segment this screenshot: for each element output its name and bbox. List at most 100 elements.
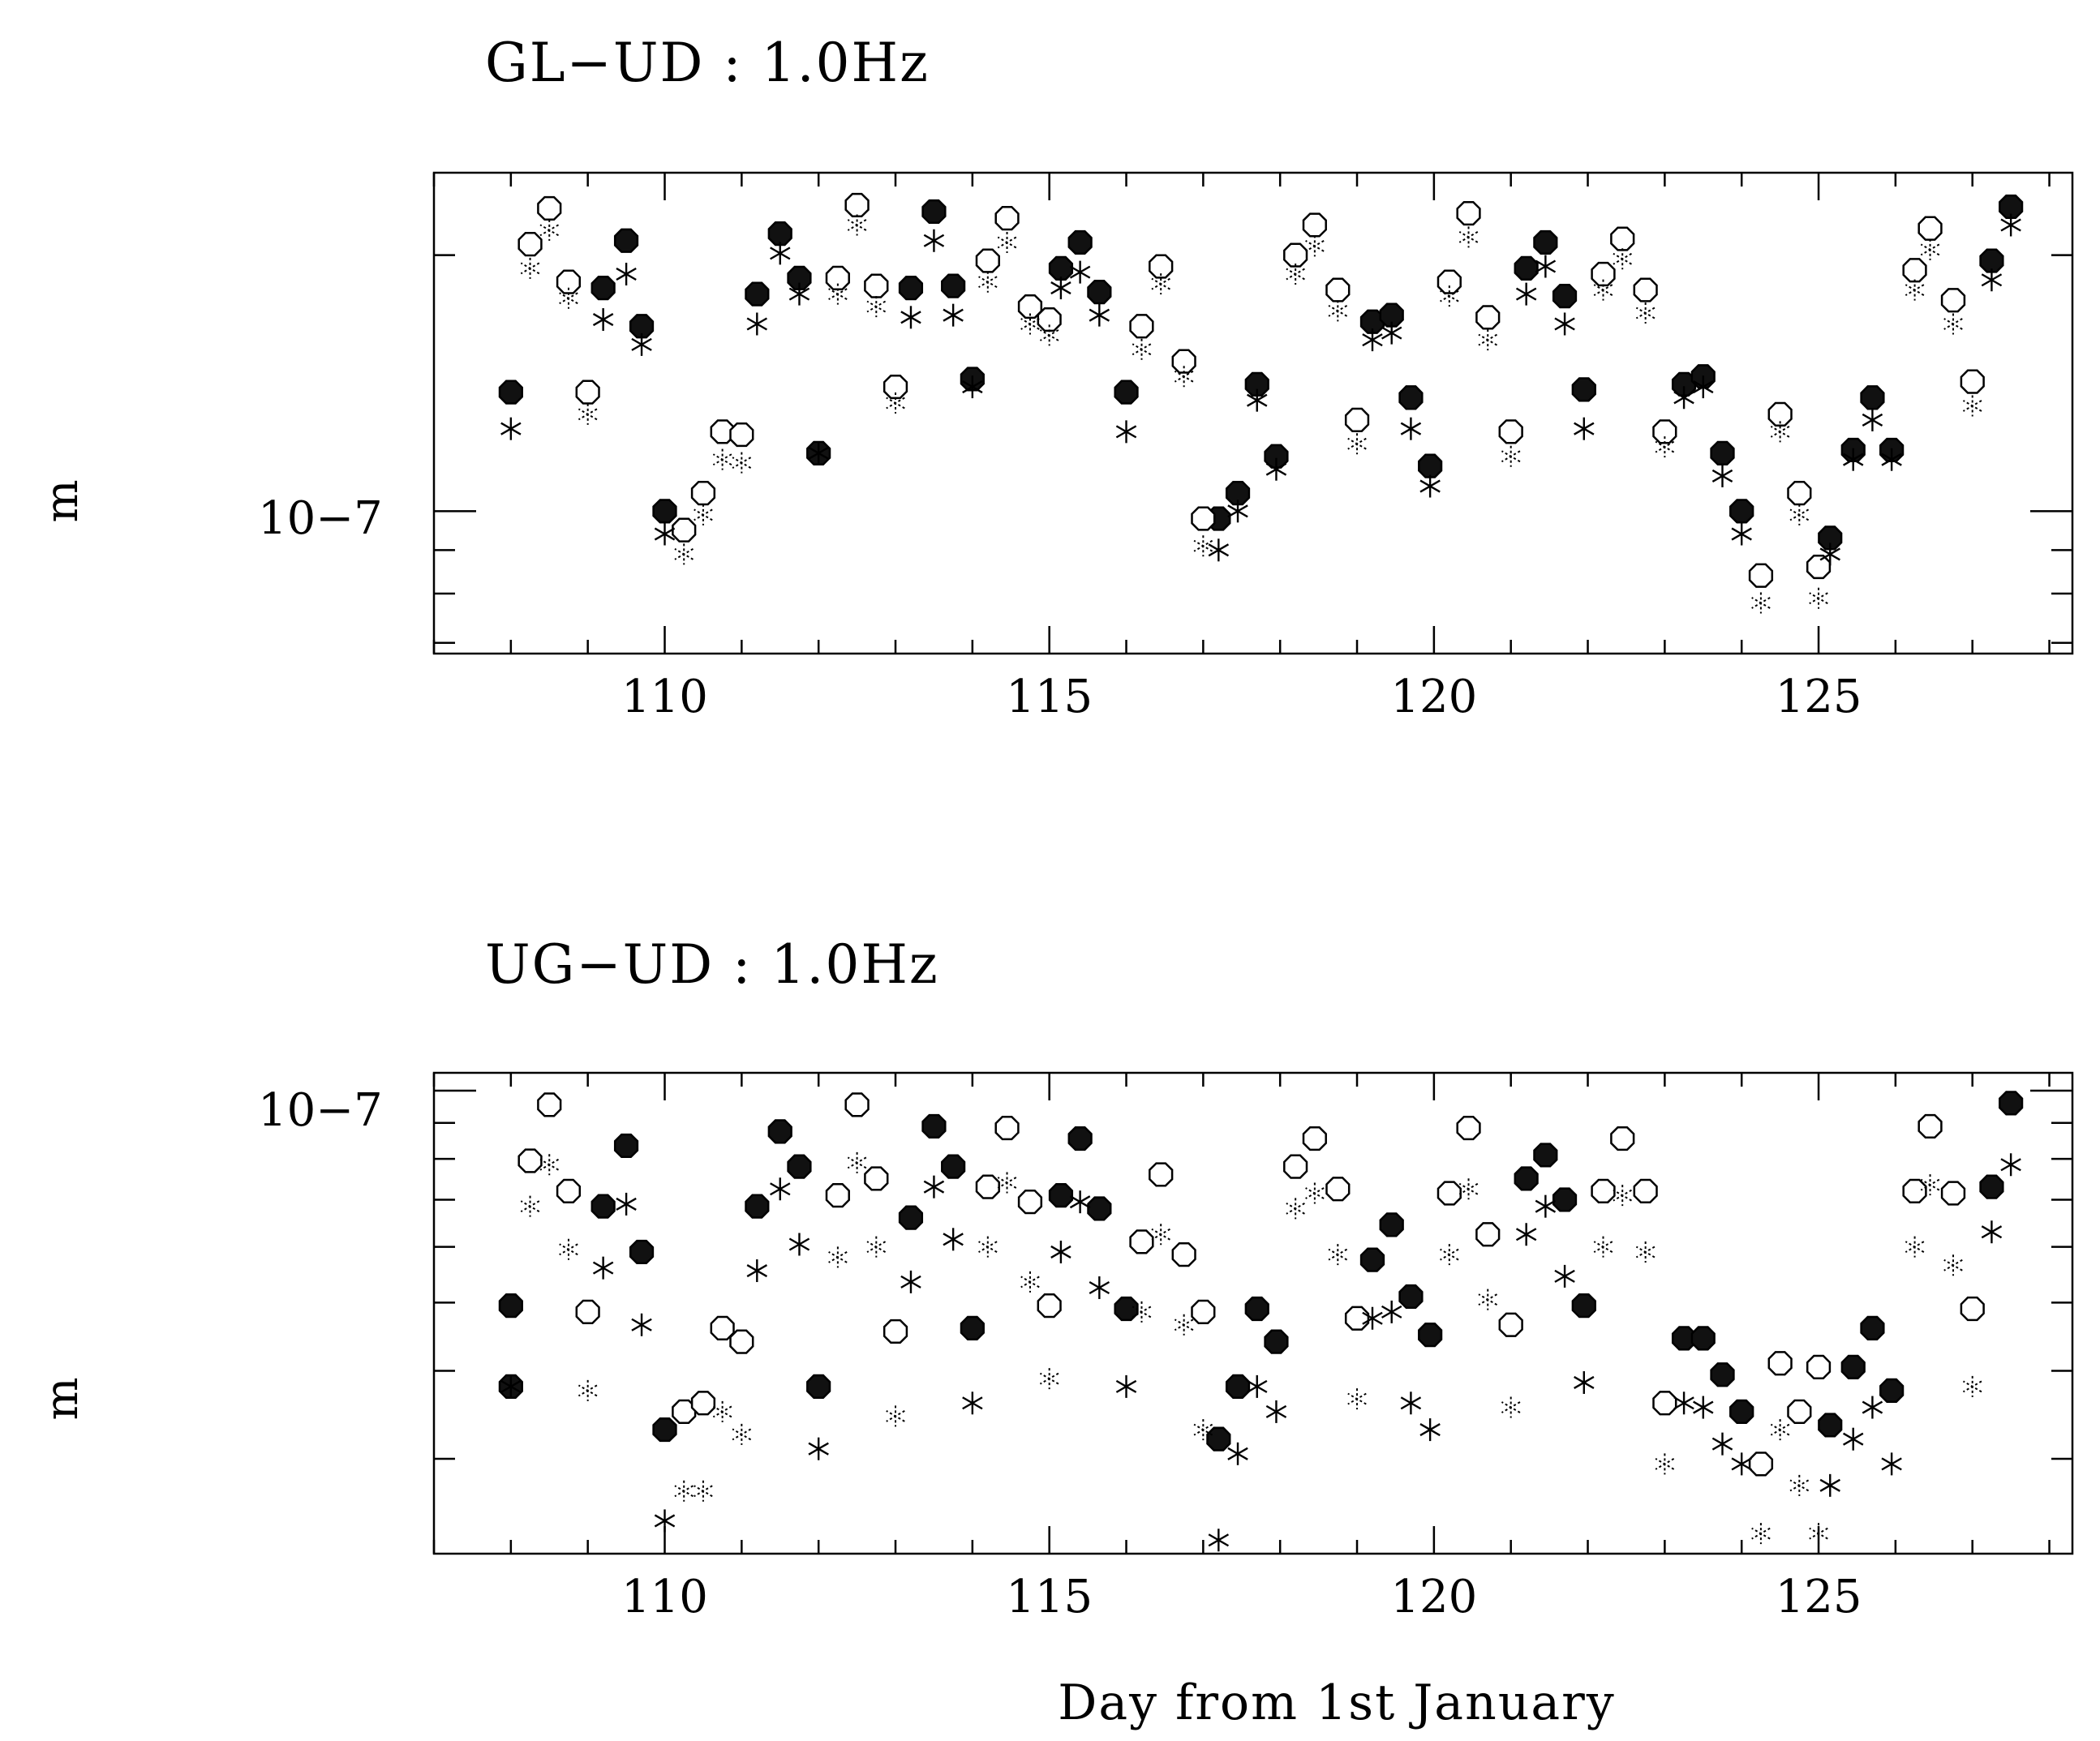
data-points <box>498 1091 2024 1552</box>
star-marker <box>788 1233 810 1256</box>
dotted-star-marker <box>1305 235 1325 257</box>
open-circle-marker <box>1456 1115 1481 1141</box>
star-marker <box>1381 1300 1402 1323</box>
x-tick-label: 115 <box>1006 671 1093 723</box>
dotted-star-marker <box>1751 592 1771 614</box>
star-marker <box>1535 255 1557 278</box>
dotted-star-marker <box>1905 279 1925 301</box>
dotted-star-marker <box>578 1379 598 1401</box>
filled-circle-marker <box>1048 1183 1074 1208</box>
panel-title: GL−UD : 1.0Hz <box>485 32 930 94</box>
star-marker <box>1227 1442 1248 1465</box>
star-marker <box>923 1175 945 1199</box>
open-circle-marker <box>1591 261 1616 287</box>
open-circle-marker <box>1806 554 1832 580</box>
filled-circle-marker <box>745 1194 770 1219</box>
dotted-star-marker <box>847 1151 867 1173</box>
y-tick-label: 10−7 <box>258 492 383 545</box>
open-circle-marker <box>1652 1391 1677 1416</box>
plot-frame <box>432 1071 2074 1555</box>
open-circle-marker <box>1475 1222 1501 1247</box>
x-tick-label: 125 <box>1776 1571 1862 1623</box>
star-marker <box>1881 1452 1902 1476</box>
dotted-star-marker <box>847 214 867 236</box>
star-marker <box>788 282 810 306</box>
open-circle-marker <box>1591 1178 1616 1203</box>
star-marker <box>1050 1240 1071 1263</box>
filled-circle-marker <box>960 1315 985 1340</box>
dotted-star-marker <box>1770 1419 1790 1441</box>
open-circle-marker <box>1633 277 1658 302</box>
filled-circle-marker <box>1206 1426 1231 1452</box>
filled-circle-marker <box>898 275 924 301</box>
filled-circle-marker <box>767 1119 792 1144</box>
filled-circle-marker <box>1418 453 1443 478</box>
open-circle-marker <box>672 517 697 542</box>
dotted-star-marker <box>1328 1244 1348 1266</box>
panel-ug-ud: UG−UD : 1.0Hz 110 115 120 125 10−7 m <box>36 933 2074 1623</box>
open-circle-marker <box>1767 1351 1793 1376</box>
open-circle-marker <box>537 1092 562 1117</box>
open-circle-marker <box>1960 369 1985 394</box>
open-circle-marker <box>864 1166 889 1191</box>
open-circle-marker <box>994 206 1020 231</box>
filled-circle-marker <box>1379 1212 1404 1237</box>
star-marker <box>1574 1370 1595 1394</box>
open-circle-marker <box>825 265 850 290</box>
dotted-star-marker <box>1809 587 1828 609</box>
open-circle-marker <box>1902 258 1927 283</box>
filled-circle-marker <box>898 1205 924 1230</box>
open-circle-marker <box>975 1174 1000 1199</box>
filled-circle-marker <box>787 265 812 290</box>
star-marker <box>1069 1190 1091 1214</box>
dotted-star-marker <box>1132 338 1152 360</box>
open-circle-marker <box>844 1092 870 1117</box>
dotted-star-marker <box>1478 1289 1498 1310</box>
star-marker <box>1265 457 1287 481</box>
open-circle-marker <box>537 195 562 221</box>
star-marker <box>746 312 768 336</box>
dotted-star-marker <box>978 1236 998 1258</box>
filled-circle-marker <box>1087 1196 1112 1221</box>
dotted-star-marker <box>539 1154 560 1176</box>
filled-circle-marker <box>498 380 523 405</box>
dotted-star-marker <box>1039 1368 1059 1390</box>
y-axis-label: m <box>36 479 88 522</box>
open-circle-marker <box>1437 1181 1462 1206</box>
star-marker <box>616 262 637 285</box>
dotted-star-marker <box>828 1246 848 1268</box>
star-marker <box>1819 1473 1840 1497</box>
dotted-star-marker <box>1193 1419 1213 1441</box>
star-marker <box>962 375 983 399</box>
filled-circle-marker <box>1264 1329 1289 1354</box>
dotted-star-marker <box>1920 1174 1940 1196</box>
open-circle-marker <box>1171 349 1196 374</box>
filled-circle-marker <box>1359 1247 1385 1272</box>
star-marker <box>962 1392 983 1415</box>
dotted-star-marker <box>1193 535 1213 557</box>
filled-circle-marker <box>1114 380 1139 405</box>
star-marker <box>770 1177 791 1201</box>
open-circle-marker <box>825 1183 850 1208</box>
star-marker <box>746 1259 768 1283</box>
dotted-star-marker <box>1039 324 1059 346</box>
open-circle-marker <box>1017 1190 1043 1215</box>
x-tick-label: 120 <box>1390 1571 1477 1623</box>
filled-circle-marker <box>941 273 966 298</box>
open-circle-marker <box>1149 1162 1174 1187</box>
dotted-star-marker <box>1655 1453 1675 1475</box>
filled-circle-marker <box>1979 248 2004 273</box>
star-marker <box>1089 1276 1110 1299</box>
dotted-star-marker <box>1305 1182 1325 1204</box>
panel-gl-ud: GL−UD : 1.0Hz 110 115 120 125 10−7 m <box>36 32 2074 723</box>
filled-circle-marker <box>1999 1091 2024 1116</box>
open-circle-marker <box>1344 1306 1370 1331</box>
dotted-star-marker <box>520 257 540 279</box>
filled-circle-marker <box>590 1194 616 1219</box>
dotted-star-marker <box>1347 433 1367 455</box>
star-marker <box>923 229 945 252</box>
y-axis-label: m <box>36 1377 88 1420</box>
open-circle-marker <box>1129 1229 1154 1254</box>
open-circle-marker <box>1456 200 1481 226</box>
